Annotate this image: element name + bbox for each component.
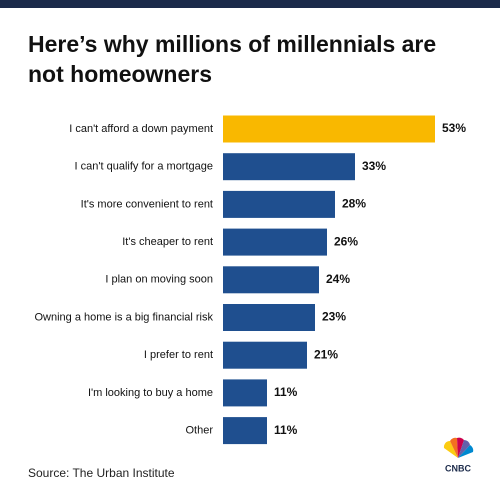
source: Source: The Urban Institute <box>28 466 175 480</box>
chart-title: not homeowners <box>28 61 212 87</box>
category-label: I'm looking to buy a home <box>88 387 213 399</box>
bar <box>223 115 435 143</box>
value-label: 11% <box>274 385 298 399</box>
category-label: I can't afford a down payment <box>69 123 213 135</box>
bar <box>223 417 267 445</box>
top-band <box>0 0 500 8</box>
value-label: 53% <box>442 121 466 135</box>
category-label: It's cheaper to rent <box>122 236 213 248</box>
category-label: Owning a home is a big financial risk <box>34 311 213 323</box>
value-label: 11% <box>274 423 298 437</box>
value-label: 21% <box>314 347 338 361</box>
logo-text: CNBC <box>445 463 471 473</box>
bar <box>223 190 335 218</box>
bar <box>223 379 267 407</box>
value-label: 24% <box>326 272 350 286</box>
value-label: 26% <box>334 234 358 248</box>
bar <box>223 341 307 369</box>
category-label: I plan on moving soon <box>105 274 213 286</box>
bar <box>223 304 315 331</box>
value-label: 33% <box>362 159 386 173</box>
bar <box>223 266 319 294</box>
bar <box>223 153 355 181</box>
category-label: It's more convenient to rent <box>81 198 213 210</box>
category-label: I can't qualify for a mortgage <box>75 161 213 173</box>
category-label: Other <box>185 425 213 437</box>
value-label: 23% <box>322 310 346 324</box>
category-label: I prefer to rent <box>144 349 213 361</box>
logo-mark <box>443 437 474 458</box>
chart-title: Here’s why millions of millennials are <box>28 31 436 57</box>
value-label: 28% <box>342 197 366 211</box>
bar <box>223 228 327 256</box>
